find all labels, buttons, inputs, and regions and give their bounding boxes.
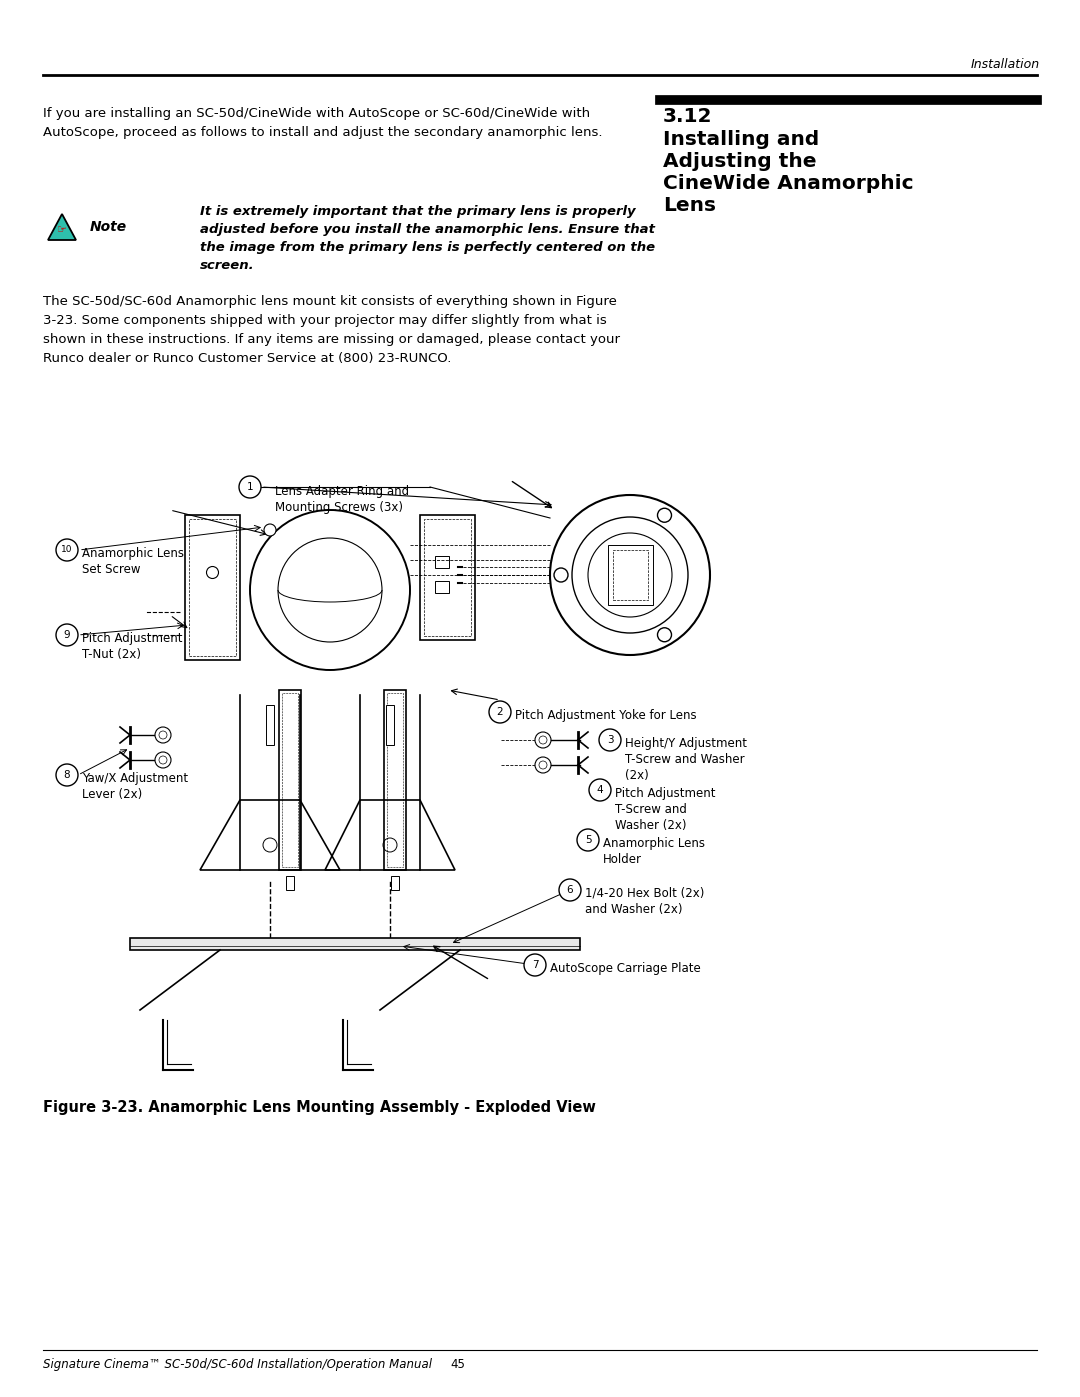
Text: CineWide Anamorphic: CineWide Anamorphic — [663, 175, 914, 193]
Text: 45: 45 — [450, 1358, 464, 1370]
Bar — [384, 690, 406, 870]
Text: Anamorphic Lens
Holder: Anamorphic Lens Holder — [603, 837, 705, 866]
Text: The SC-50d/SC-60d Anamorphic lens mount kit consists of everything shown in Figu: The SC-50d/SC-60d Anamorphic lens mount … — [43, 295, 620, 365]
Text: 7: 7 — [531, 960, 538, 970]
Bar — [435, 581, 449, 592]
Text: Note: Note — [90, 219, 127, 235]
Text: screen.: screen. — [200, 258, 255, 272]
Bar — [279, 690, 301, 870]
Bar — [282, 693, 298, 868]
Text: adjusted before you install the anamorphic lens. Ensure that: adjusted before you install the anamorph… — [200, 224, 654, 236]
Bar — [386, 705, 394, 745]
Circle shape — [159, 756, 167, 764]
Text: 4: 4 — [596, 785, 604, 795]
Text: the image from the primary lens is perfectly centered on the: the image from the primary lens is perfe… — [200, 242, 656, 254]
Text: Installation: Installation — [971, 59, 1040, 71]
Circle shape — [264, 524, 276, 536]
Bar — [391, 876, 399, 890]
Polygon shape — [48, 214, 76, 240]
Circle shape — [159, 731, 167, 739]
Circle shape — [535, 757, 551, 773]
Circle shape — [489, 701, 511, 724]
Text: Anamorphic Lens
Set Screw: Anamorphic Lens Set Screw — [82, 548, 184, 576]
Bar — [612, 550, 648, 599]
Circle shape — [658, 627, 672, 641]
Text: If you are installing an SC-50d/CineWide with AutoScope or SC-60d/CineWide with
: If you are installing an SC-50d/CineWide… — [43, 108, 603, 138]
Text: Yaw/X Adjustment
Lever (2x): Yaw/X Adjustment Lever (2x) — [82, 773, 188, 800]
Text: Signature Cinema™ SC-50d/SC-60d Installation/Operation Manual: Signature Cinema™ SC-50d/SC-60d Installa… — [43, 1358, 432, 1370]
Bar — [607, 545, 652, 605]
Circle shape — [56, 624, 78, 645]
Circle shape — [539, 736, 546, 745]
Text: 9: 9 — [64, 630, 70, 640]
Circle shape — [577, 828, 599, 851]
Circle shape — [56, 764, 78, 787]
Text: AutoScope Carriage Plate: AutoScope Carriage Plate — [550, 963, 701, 975]
Bar — [435, 556, 449, 567]
Circle shape — [239, 476, 261, 497]
Bar — [420, 515, 475, 640]
Bar — [130, 937, 580, 950]
Text: Adjusting the: Adjusting the — [663, 152, 816, 170]
Circle shape — [156, 752, 171, 768]
Text: 10: 10 — [62, 545, 72, 555]
Text: 2: 2 — [497, 707, 503, 717]
Text: Lens Adapter Ring and
Mounting Screws (3x): Lens Adapter Ring and Mounting Screws (3… — [275, 485, 409, 514]
Circle shape — [535, 732, 551, 747]
Text: Installing and: Installing and — [663, 130, 820, 149]
Circle shape — [524, 954, 546, 977]
Text: 3: 3 — [607, 735, 613, 745]
Text: 8: 8 — [64, 770, 70, 780]
Text: 5: 5 — [584, 835, 592, 845]
Circle shape — [658, 509, 672, 522]
Bar — [424, 520, 471, 636]
Text: Pitch Adjustment
T-Screw and
Washer (2x): Pitch Adjustment T-Screw and Washer (2x) — [615, 787, 715, 833]
Circle shape — [554, 569, 568, 583]
Bar — [185, 515, 240, 659]
Text: Lens: Lens — [663, 196, 716, 215]
Circle shape — [599, 729, 621, 752]
Circle shape — [539, 761, 546, 768]
Text: Figure 3-23. Anamorphic Lens Mounting Assembly - Exploded View: Figure 3-23. Anamorphic Lens Mounting As… — [43, 1099, 596, 1115]
Text: Pitch Adjustment
T-Nut (2x): Pitch Adjustment T-Nut (2x) — [82, 631, 183, 661]
Text: 1: 1 — [246, 482, 254, 492]
Circle shape — [589, 780, 611, 800]
Text: 6: 6 — [567, 886, 573, 895]
Bar — [286, 876, 294, 890]
Text: It is extremely important that the primary lens is properly: It is extremely important that the prima… — [200, 205, 636, 218]
Circle shape — [56, 539, 78, 562]
Text: Height/Y Adjustment
T-Screw and Washer
(2x): Height/Y Adjustment T-Screw and Washer (… — [625, 738, 747, 782]
Bar — [387, 693, 403, 868]
Text: 1/4-20 Hex Bolt (2x)
and Washer (2x): 1/4-20 Hex Bolt (2x) and Washer (2x) — [585, 887, 704, 916]
Text: ☞: ☞ — [57, 225, 67, 235]
Text: 3.12: 3.12 — [663, 108, 713, 126]
Bar — [189, 520, 237, 657]
Circle shape — [156, 726, 171, 743]
Bar — [266, 705, 274, 745]
Circle shape — [559, 879, 581, 901]
Text: Pitch Adjustment Yoke for Lens: Pitch Adjustment Yoke for Lens — [515, 710, 697, 722]
